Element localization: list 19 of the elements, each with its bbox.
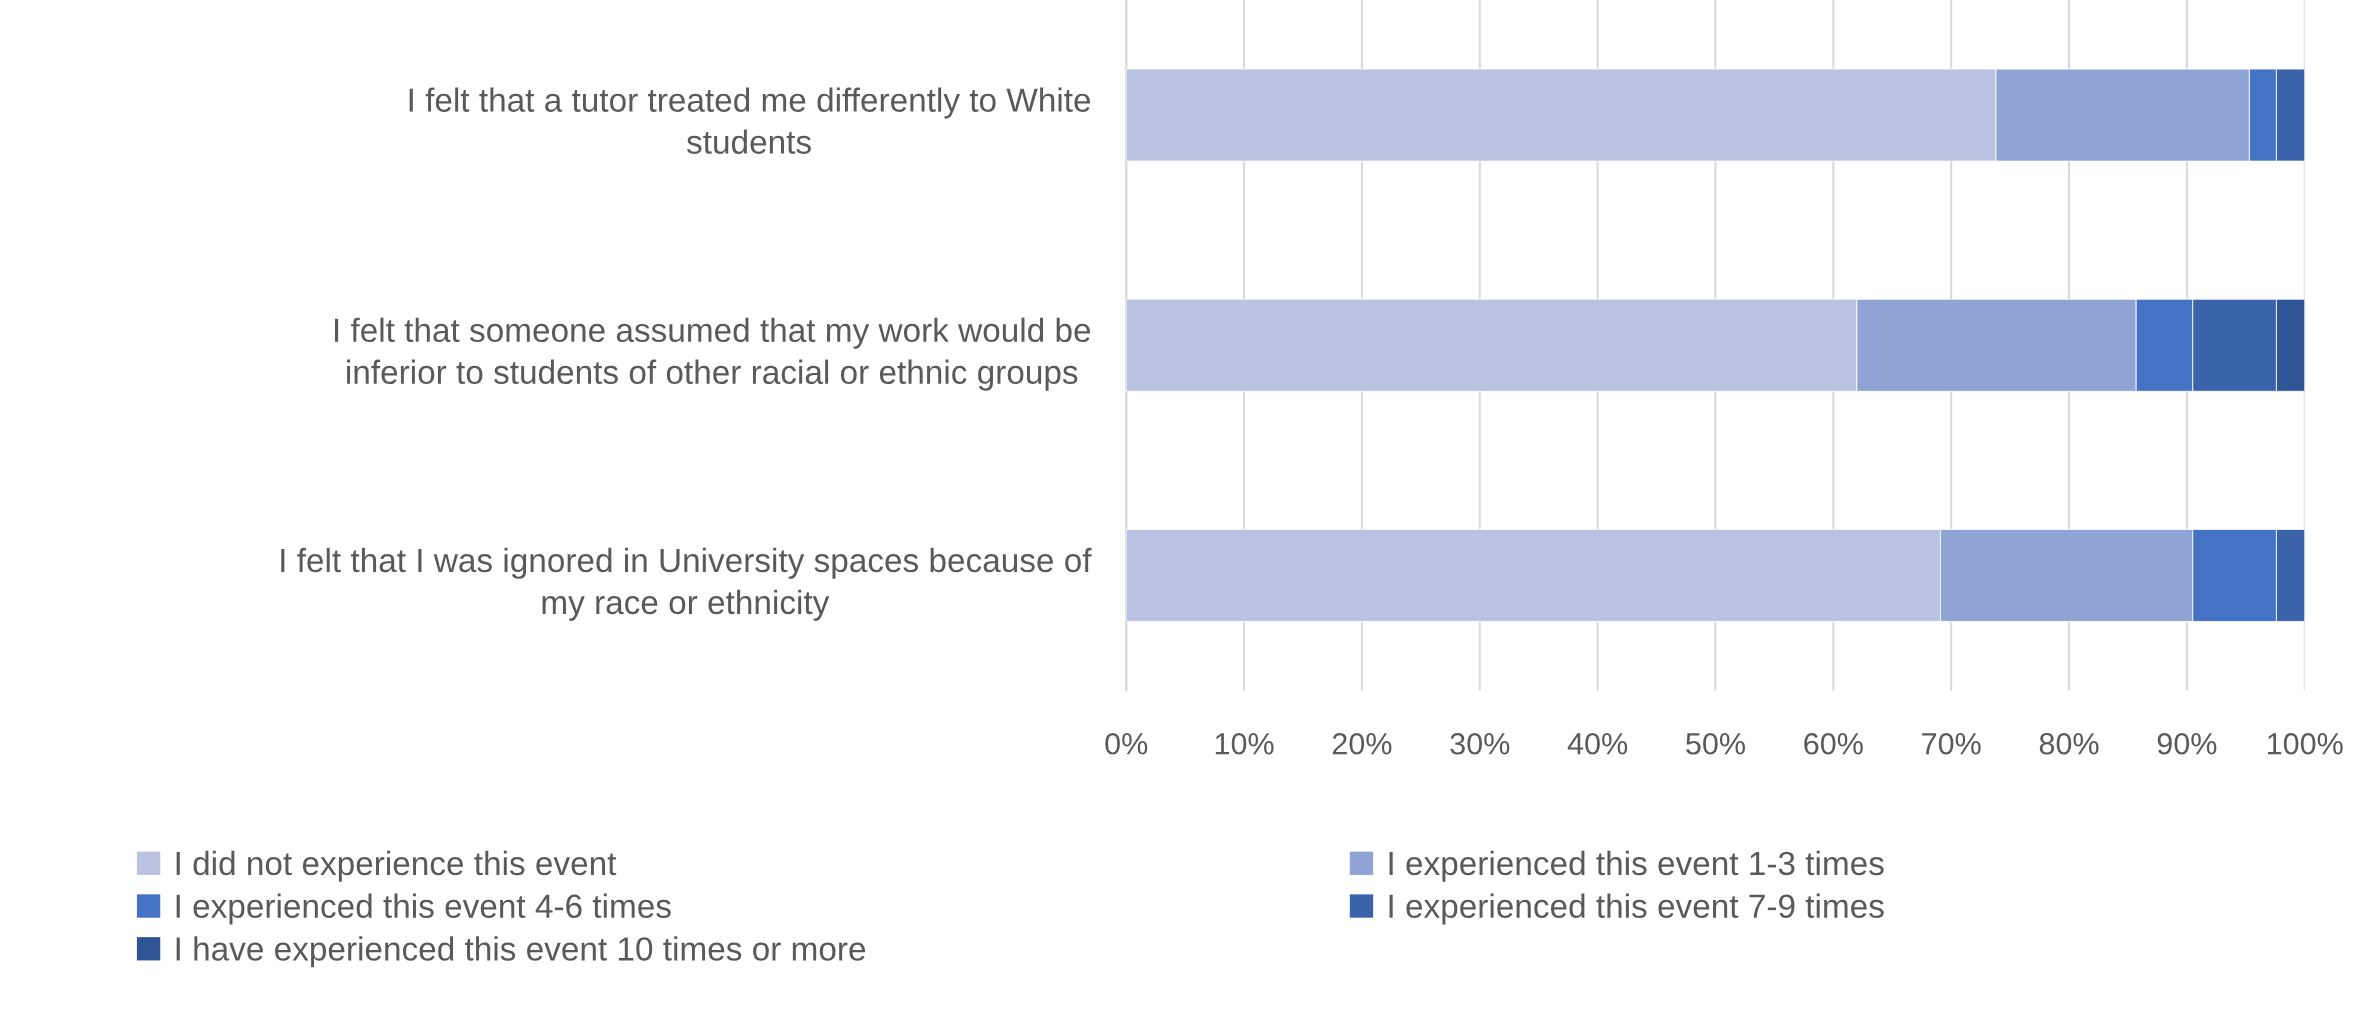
x-tick-label: 20% <box>1332 732 1392 755</box>
y-tick-label: I felt that I was ignored in University spaces because of my race or ethnicity <box>281 547 1092 621</box>
legend-label: I experienced this event 4-6 times <box>176 893 671 925</box>
x-tick-label: 30% <box>1450 732 1510 755</box>
legend-label: I experienced this event 7-9 times <box>1389 893 1884 925</box>
x-tick-label: 100% <box>2267 732 2343 755</box>
x-tick-label: 10% <box>1215 732 1274 755</box>
legend-label: I did not experience this event <box>176 850 617 882</box>
y-tick-label: I felt that someone assumed that my work would be inferior to students of other racial or ethnic groups <box>335 317 1091 391</box>
x-tick-label: 0% <box>1105 732 1148 755</box>
x-tick-label: 60% <box>1804 732 1863 755</box>
x-tick-label: 70% <box>1922 732 1981 755</box>
legend-label: I have experienced this event 10 times or more <box>176 936 866 968</box>
x-tick-label: 90% <box>2157 732 2217 755</box>
x-tick-label: 40% <box>1567 732 1628 755</box>
y-tick-label: I felt that a tutor treated me differently to White students <box>409 87 1091 154</box>
x-tick-label: 80% <box>2039 732 2099 755</box>
x-tick-label: 50% <box>1686 732 1745 755</box>
legend-label: I experienced this event 1-3 times <box>1389 850 1884 882</box>
